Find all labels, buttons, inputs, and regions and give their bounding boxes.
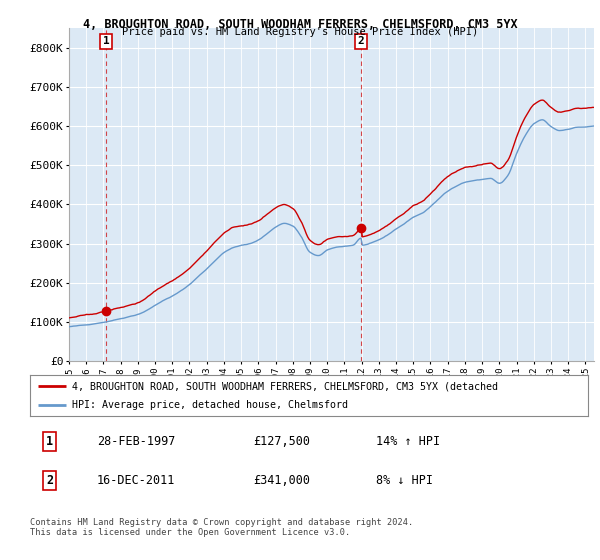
Text: 2: 2 [358, 36, 364, 46]
Text: 16-DEC-2011: 16-DEC-2011 [97, 474, 175, 487]
Text: 14% ↑ HPI: 14% ↑ HPI [376, 435, 440, 448]
Text: 28-FEB-1997: 28-FEB-1997 [97, 435, 175, 448]
Text: Price paid vs. HM Land Registry's House Price Index (HPI): Price paid vs. HM Land Registry's House … [122, 27, 478, 38]
Text: 1: 1 [103, 36, 109, 46]
Text: £127,500: £127,500 [253, 435, 310, 448]
Text: 2: 2 [46, 474, 53, 487]
Text: 4, BROUGHTON ROAD, SOUTH WOODHAM FERRERS, CHELMSFORD, CM3 5YX (detached: 4, BROUGHTON ROAD, SOUTH WOODHAM FERRERS… [72, 381, 498, 391]
Text: 1: 1 [46, 435, 53, 448]
Text: £341,000: £341,000 [253, 474, 310, 487]
Text: 4, BROUGHTON ROAD, SOUTH WOODHAM FERRERS, CHELMSFORD, CM3 5YX: 4, BROUGHTON ROAD, SOUTH WOODHAM FERRERS… [83, 18, 517, 31]
Text: Contains HM Land Registry data © Crown copyright and database right 2024.
This d: Contains HM Land Registry data © Crown c… [30, 518, 413, 538]
Text: 8% ↓ HPI: 8% ↓ HPI [376, 474, 433, 487]
Text: HPI: Average price, detached house, Chelmsford: HPI: Average price, detached house, Chel… [72, 400, 348, 410]
